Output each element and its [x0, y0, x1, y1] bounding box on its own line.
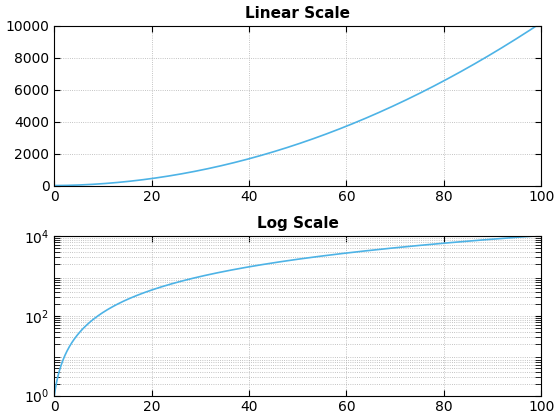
Title: Log Scale: Log Scale: [257, 215, 339, 231]
Title: Linear Scale: Linear Scale: [245, 5, 350, 21]
